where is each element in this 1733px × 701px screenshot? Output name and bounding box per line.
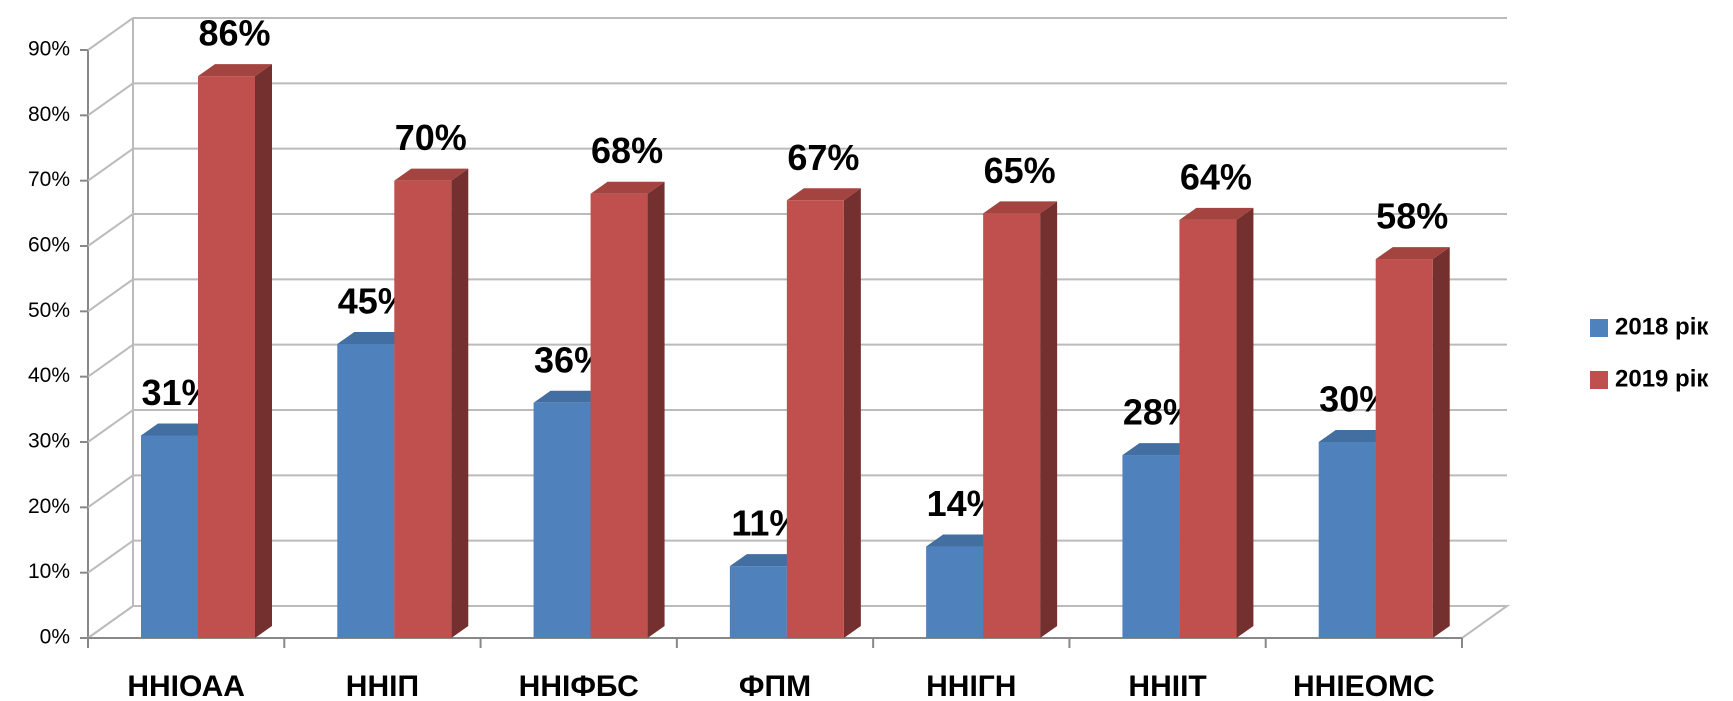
y-tick-label: 0% [40, 626, 70, 649]
bar-top [786, 188, 861, 201]
grid-line-diagonal [87, 147, 134, 182]
x-tick-label: ННІІТ [1128, 670, 1206, 701]
bar-top [729, 554, 804, 567]
bar-top [590, 181, 665, 194]
value-label: 68% [591, 130, 663, 171]
y-tick-label: 40% [28, 364, 70, 387]
bar-side [1236, 207, 1254, 638]
bar [926, 546, 984, 638]
bar-top [1375, 247, 1450, 260]
bar [197, 76, 255, 639]
x-tick-label: ННІГН [926, 670, 1016, 701]
x-tick-label: ННІФБС [519, 670, 639, 701]
value-label: 65% [984, 150, 1056, 191]
y-tick-label: 30% [28, 430, 70, 453]
legend-label: 2019 рік [1615, 365, 1709, 392]
x-tick-label: ННІЕОМС [1293, 670, 1435, 701]
y-tick-label: 20% [28, 495, 70, 518]
x-tick-label: ФПМ [739, 670, 811, 701]
bar [1179, 219, 1237, 638]
bar-top [533, 390, 608, 403]
bar-top [1318, 430, 1393, 442]
bar-side [254, 64, 272, 639]
bar-top [926, 534, 1001, 547]
bar-top [1122, 443, 1197, 456]
y-tick-label: 90% [28, 38, 70, 61]
bar [1122, 455, 1180, 638]
bar-top [394, 168, 469, 181]
value-label: 86% [198, 13, 270, 54]
x-tick-label: ННІОАА [127, 670, 245, 701]
grid-line-diagonal [87, 213, 134, 247]
bar-side [1432, 247, 1450, 639]
y-tick-label: 10% [28, 560, 70, 583]
bar-top [140, 423, 215, 436]
grid-line-diagonal [87, 278, 134, 313]
bar [983, 213, 1041, 639]
bar [786, 200, 844, 638]
bar-top [983, 201, 1058, 214]
bar [729, 566, 787, 638]
grid-line-diagonal [87, 17, 134, 51]
bar [337, 344, 395, 638]
grid-line-diagonal [87, 474, 134, 509]
bar [590, 193, 648, 638]
y-tick-label: 50% [28, 299, 70, 322]
value-label: 58% [1376, 196, 1448, 237]
value-label: 67% [787, 137, 859, 178]
legend-swatch [1590, 319, 1608, 337]
bar-top [337, 332, 412, 344]
bar-top [1179, 207, 1254, 220]
bar-side [451, 168, 469, 638]
bar [1318, 442, 1376, 638]
bar-side [843, 188, 861, 638]
value-label: 64% [1180, 156, 1252, 197]
grid-line-diagonal [87, 409, 134, 443]
y-tick-label: 80% [28, 103, 70, 126]
bar-side [647, 181, 665, 638]
grid-line-diagonal [87, 605, 134, 639]
bar [1375, 259, 1433, 638]
legend-swatch [1590, 371, 1608, 389]
bar-top [197, 64, 272, 77]
x-tick-label: ННІП [346, 670, 419, 701]
bar [140, 435, 198, 638]
y-tick-label: 70% [28, 168, 70, 191]
bar [533, 402, 591, 638]
value-label: 70% [395, 117, 467, 158]
y-tick-label: 60% [28, 234, 70, 257]
bar-side [1040, 201, 1058, 639]
grid-line-diagonal [87, 82, 134, 117]
bar [394, 180, 452, 638]
grid-line-diagonal [87, 539, 134, 574]
legend-label: 2018 рік [1615, 313, 1709, 340]
grid-line-diagonal [87, 343, 134, 378]
